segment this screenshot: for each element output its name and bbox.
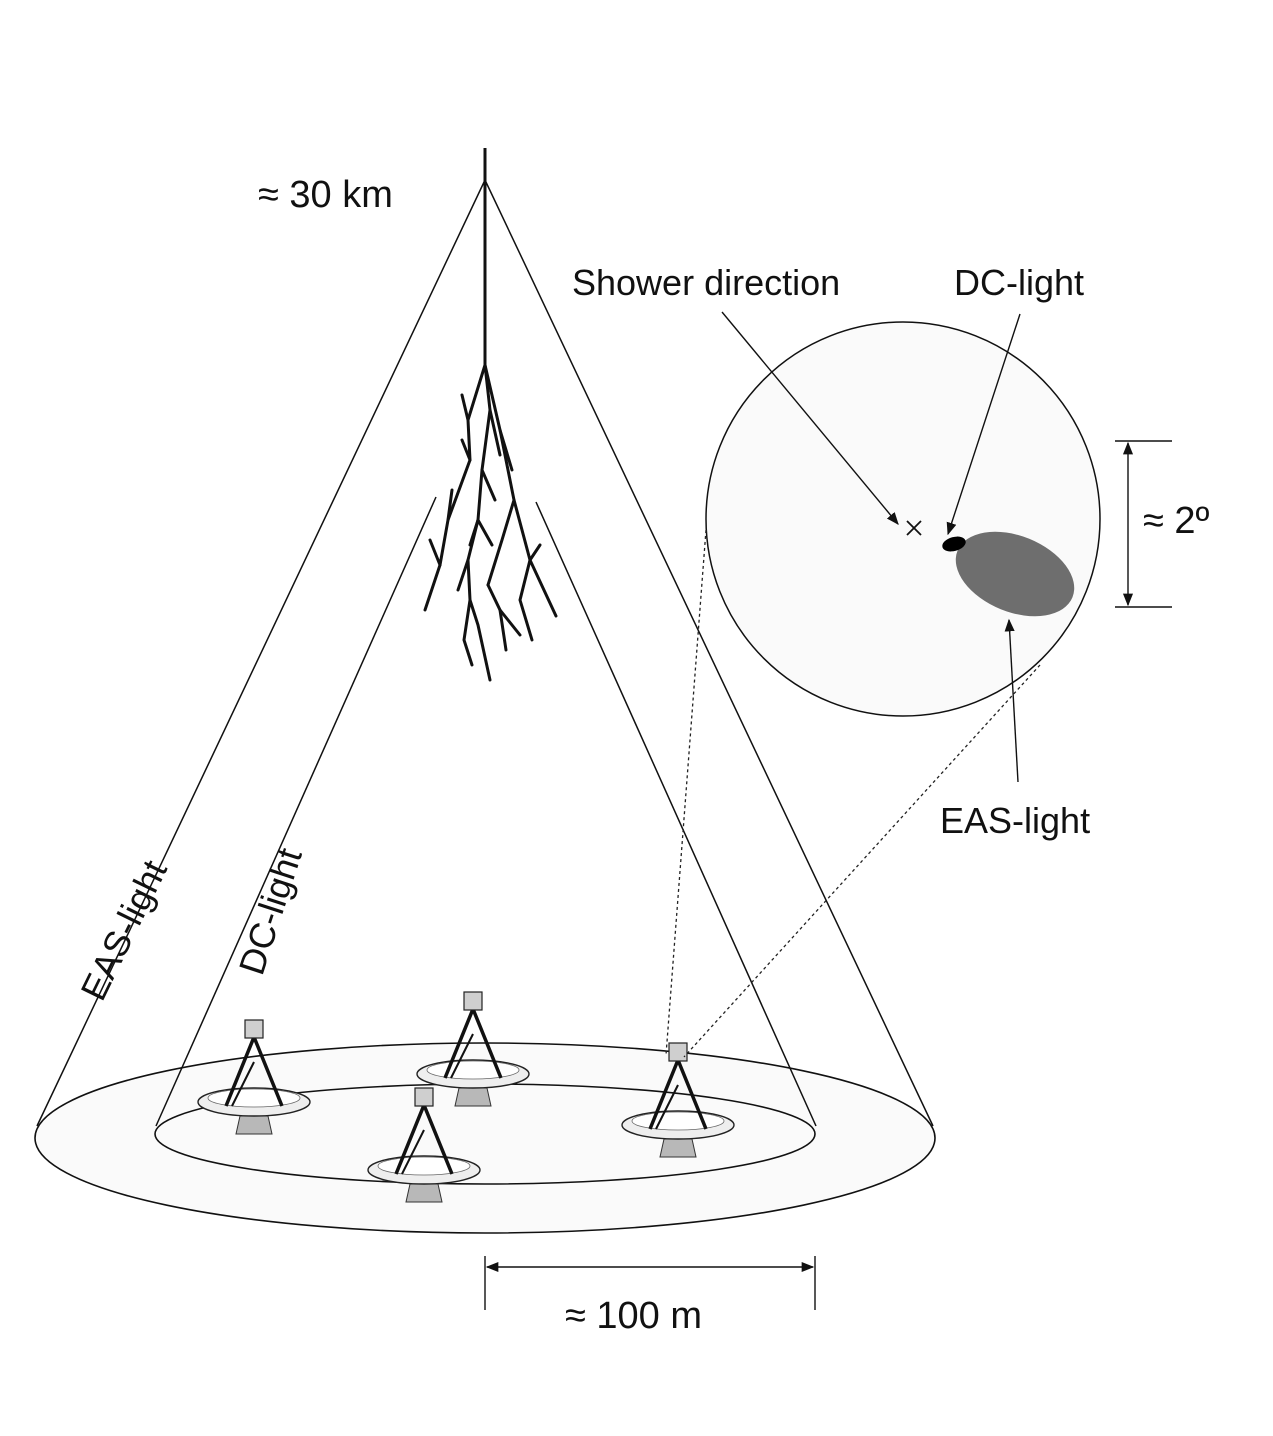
dc-cone-left-edge [155,496,437,1127]
eas-light-spot [955,531,1075,617]
shower-direction-cross [906,520,922,536]
camera-view-circle [705,321,1101,717]
eas-light-cone-label: EAS-light [72,854,175,1007]
distance-label: ≈ 100 m [565,1295,702,1337]
dc-light-arrow [946,313,1021,536]
dc-light-spot [942,536,966,552]
dc-cone-right-edge [535,501,817,1127]
projection-line-left [665,529,707,1056]
particle-cascade [423,363,558,682]
altitude-label: ≈ 30 km [258,174,393,216]
shower-direction-arrow [721,311,899,525]
eas-light-label-right: EAS-light [940,800,1090,841]
projection-line-right [683,664,1041,1058]
angle-label: ≈ 2º [1143,500,1210,542]
dc-light-label-top: DC-light [954,262,1084,303]
dc-light-cone-label: DC-light [231,843,310,979]
eas-cone-left-edge [36,179,486,1127]
eas-light-arrow [1004,618,1019,783]
eas-cone-right-edge [484,179,934,1127]
shower-direction-label: Shower direction [572,262,840,303]
